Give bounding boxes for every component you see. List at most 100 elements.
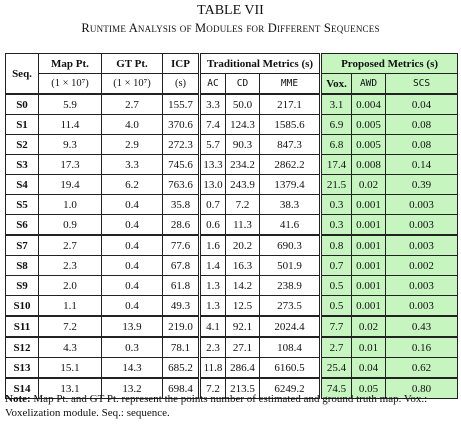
cell-gt: 6.2 xyxy=(102,175,163,195)
cell-seq: S9 xyxy=(6,276,39,296)
table-row: S1 11.4 4.0 370.6 7.4 124.3 1585.6 6.9 0.005 0.08 xyxy=(6,115,458,135)
cell-cd: 50.0 xyxy=(226,94,260,115)
cell-ac: 11.8 xyxy=(200,358,226,379)
cell-gt: 2.7 xyxy=(102,94,163,115)
cell-scs: 0.08 xyxy=(386,115,458,135)
cell-seq: S3 xyxy=(6,155,39,175)
cell-vox: 17.4 xyxy=(321,155,352,175)
runtime-table: Seq. Map Pt. GT Pt. ICP Traditional Metr… xyxy=(5,53,458,399)
table-row: S13 15.1 14.3 685.2 11.8 286.4 6160.5 25.4 0.04 0… xyxy=(6,358,458,379)
col-awd: AWD xyxy=(352,74,386,95)
cell-vox: 0.7 xyxy=(321,256,352,276)
cell-scs: 0.003 xyxy=(386,276,458,296)
cell-gt: 0.4 xyxy=(102,256,163,276)
cell-ac: 5.7 xyxy=(200,135,226,155)
cell-ac: 2.3 xyxy=(200,337,226,358)
cell-vox: 0.3 xyxy=(321,215,352,236)
cell-mme: 6160.5 xyxy=(260,358,321,379)
cell-scs: 0.04 xyxy=(386,94,458,115)
cell-gt: 13.9 xyxy=(102,316,163,337)
cell-mme: 1585.6 xyxy=(260,115,321,135)
cell-gt: 0.4 xyxy=(102,215,163,236)
cell-icp: 28.6 xyxy=(163,215,200,236)
cell-ac: 0.6 xyxy=(200,215,226,236)
cell-map: 5.9 xyxy=(39,94,102,115)
cell-vox: 25.4 xyxy=(321,358,352,379)
cell-mme: 238.9 xyxy=(260,276,321,296)
cell-map: 4.3 xyxy=(39,337,102,358)
col-ac: AC xyxy=(200,74,226,95)
cell-ac: 4.1 xyxy=(200,316,226,337)
gt-pt-unit: (1 × 10⁷) xyxy=(102,74,163,95)
cell-cd: 243.9 xyxy=(226,175,260,195)
cell-icp: 78.1 xyxy=(163,337,200,358)
cell-map: 15.1 xyxy=(39,358,102,379)
cell-ac: 1.3 xyxy=(200,276,226,296)
cell-ac: 1.6 xyxy=(200,235,226,256)
cell-awd: 0.01 xyxy=(352,337,386,358)
cell-seq: S6 xyxy=(6,215,39,236)
cell-icp: 61.8 xyxy=(163,276,200,296)
cell-gt: 14.3 xyxy=(102,358,163,379)
cell-gt: 0.4 xyxy=(102,235,163,256)
cell-icp: 370.6 xyxy=(163,115,200,135)
cell-scs: 0.16 xyxy=(386,337,458,358)
cell-cd: 92.1 xyxy=(226,316,260,337)
cell-mme: 2862.2 xyxy=(260,155,321,175)
cell-awd: 0.02 xyxy=(352,316,386,337)
cell-scs: 0.002 xyxy=(386,256,458,276)
note-text: Map Pt. and GT Pt. represent the points … xyxy=(5,393,427,419)
cell-seq: S12 xyxy=(6,337,39,358)
cell-scs: 0.39 xyxy=(386,175,458,195)
cell-cd: 124.3 xyxy=(226,115,260,135)
cell-map: 7.2 xyxy=(39,316,102,337)
cell-cd: 16.3 xyxy=(226,256,260,276)
col-vox: Vox. xyxy=(321,74,352,95)
table-row: S7 2.7 0.4 77.6 1.6 20.2 690.3 0.8 0.001 0.003 xyxy=(6,235,458,256)
col-seq: Seq. xyxy=(6,54,39,95)
cell-map: 19.4 xyxy=(39,175,102,195)
table-title: Runtime Analysis of Modules for Differen… xyxy=(0,21,461,36)
cell-map: 1.1 xyxy=(39,296,102,317)
table-row: S4 19.4 6.2 763.6 13.0 243.9 1379.4 21.5 0.02 0.3… xyxy=(6,175,458,195)
note-label: Note: xyxy=(5,393,31,405)
cell-mme: 41.6 xyxy=(260,215,321,236)
cell-vox: 6.9 xyxy=(321,115,352,135)
cell-scs: 0.003 xyxy=(386,296,458,317)
cell-icp: 763.6 xyxy=(163,175,200,195)
cell-mme: 501.9 xyxy=(260,256,321,276)
cell-cd: 90.3 xyxy=(226,135,260,155)
cell-awd: 0.001 xyxy=(352,215,386,236)
cell-scs: 0.43 xyxy=(386,316,458,337)
cell-awd: 0.04 xyxy=(352,358,386,379)
col-traditional-metrics: Traditional Metrics (s) xyxy=(200,54,321,74)
cell-ac: 13.0 xyxy=(200,175,226,195)
cell-awd: 0.001 xyxy=(352,296,386,317)
cell-seq: S11 xyxy=(6,316,39,337)
cell-awd: 0.001 xyxy=(352,235,386,256)
cell-icp: 49.3 xyxy=(163,296,200,317)
cell-gt: 4.0 xyxy=(102,115,163,135)
cell-icp: 219.0 xyxy=(163,316,200,337)
cell-awd: 0.004 xyxy=(352,94,386,115)
col-cd: CD xyxy=(226,74,260,95)
cell-gt: 0.4 xyxy=(102,276,163,296)
cell-scs: 0.14 xyxy=(386,155,458,175)
cell-map: 9.3 xyxy=(39,135,102,155)
header-row-1: Seq. Map Pt. GT Pt. ICP Traditional Metr… xyxy=(6,54,458,74)
cell-map: 2.0 xyxy=(39,276,102,296)
cell-seq: S1 xyxy=(6,115,39,135)
cell-gt: 0.4 xyxy=(102,296,163,317)
cell-awd: 0.005 xyxy=(352,135,386,155)
table-row: S3 17.3 3.3 745.6 13.3 234.2 2862.2 17.4 0.008 0.… xyxy=(6,155,458,175)
cell-ac: 13.3 xyxy=(200,155,226,175)
header-row-2: (1 × 10⁷) (1 × 10⁷) (s) AC CD MME Vox. A… xyxy=(6,74,458,95)
cell-ac: 7.4 xyxy=(200,115,226,135)
cell-awd: 0.001 xyxy=(352,276,386,296)
cell-scs: 0.003 xyxy=(386,215,458,236)
cell-mme: 273.5 xyxy=(260,296,321,317)
cell-cd: 11.3 xyxy=(226,215,260,236)
cell-ac: 0.7 xyxy=(200,195,226,215)
icp-unit: (s) xyxy=(163,74,200,95)
col-scs: SCS xyxy=(386,74,458,95)
